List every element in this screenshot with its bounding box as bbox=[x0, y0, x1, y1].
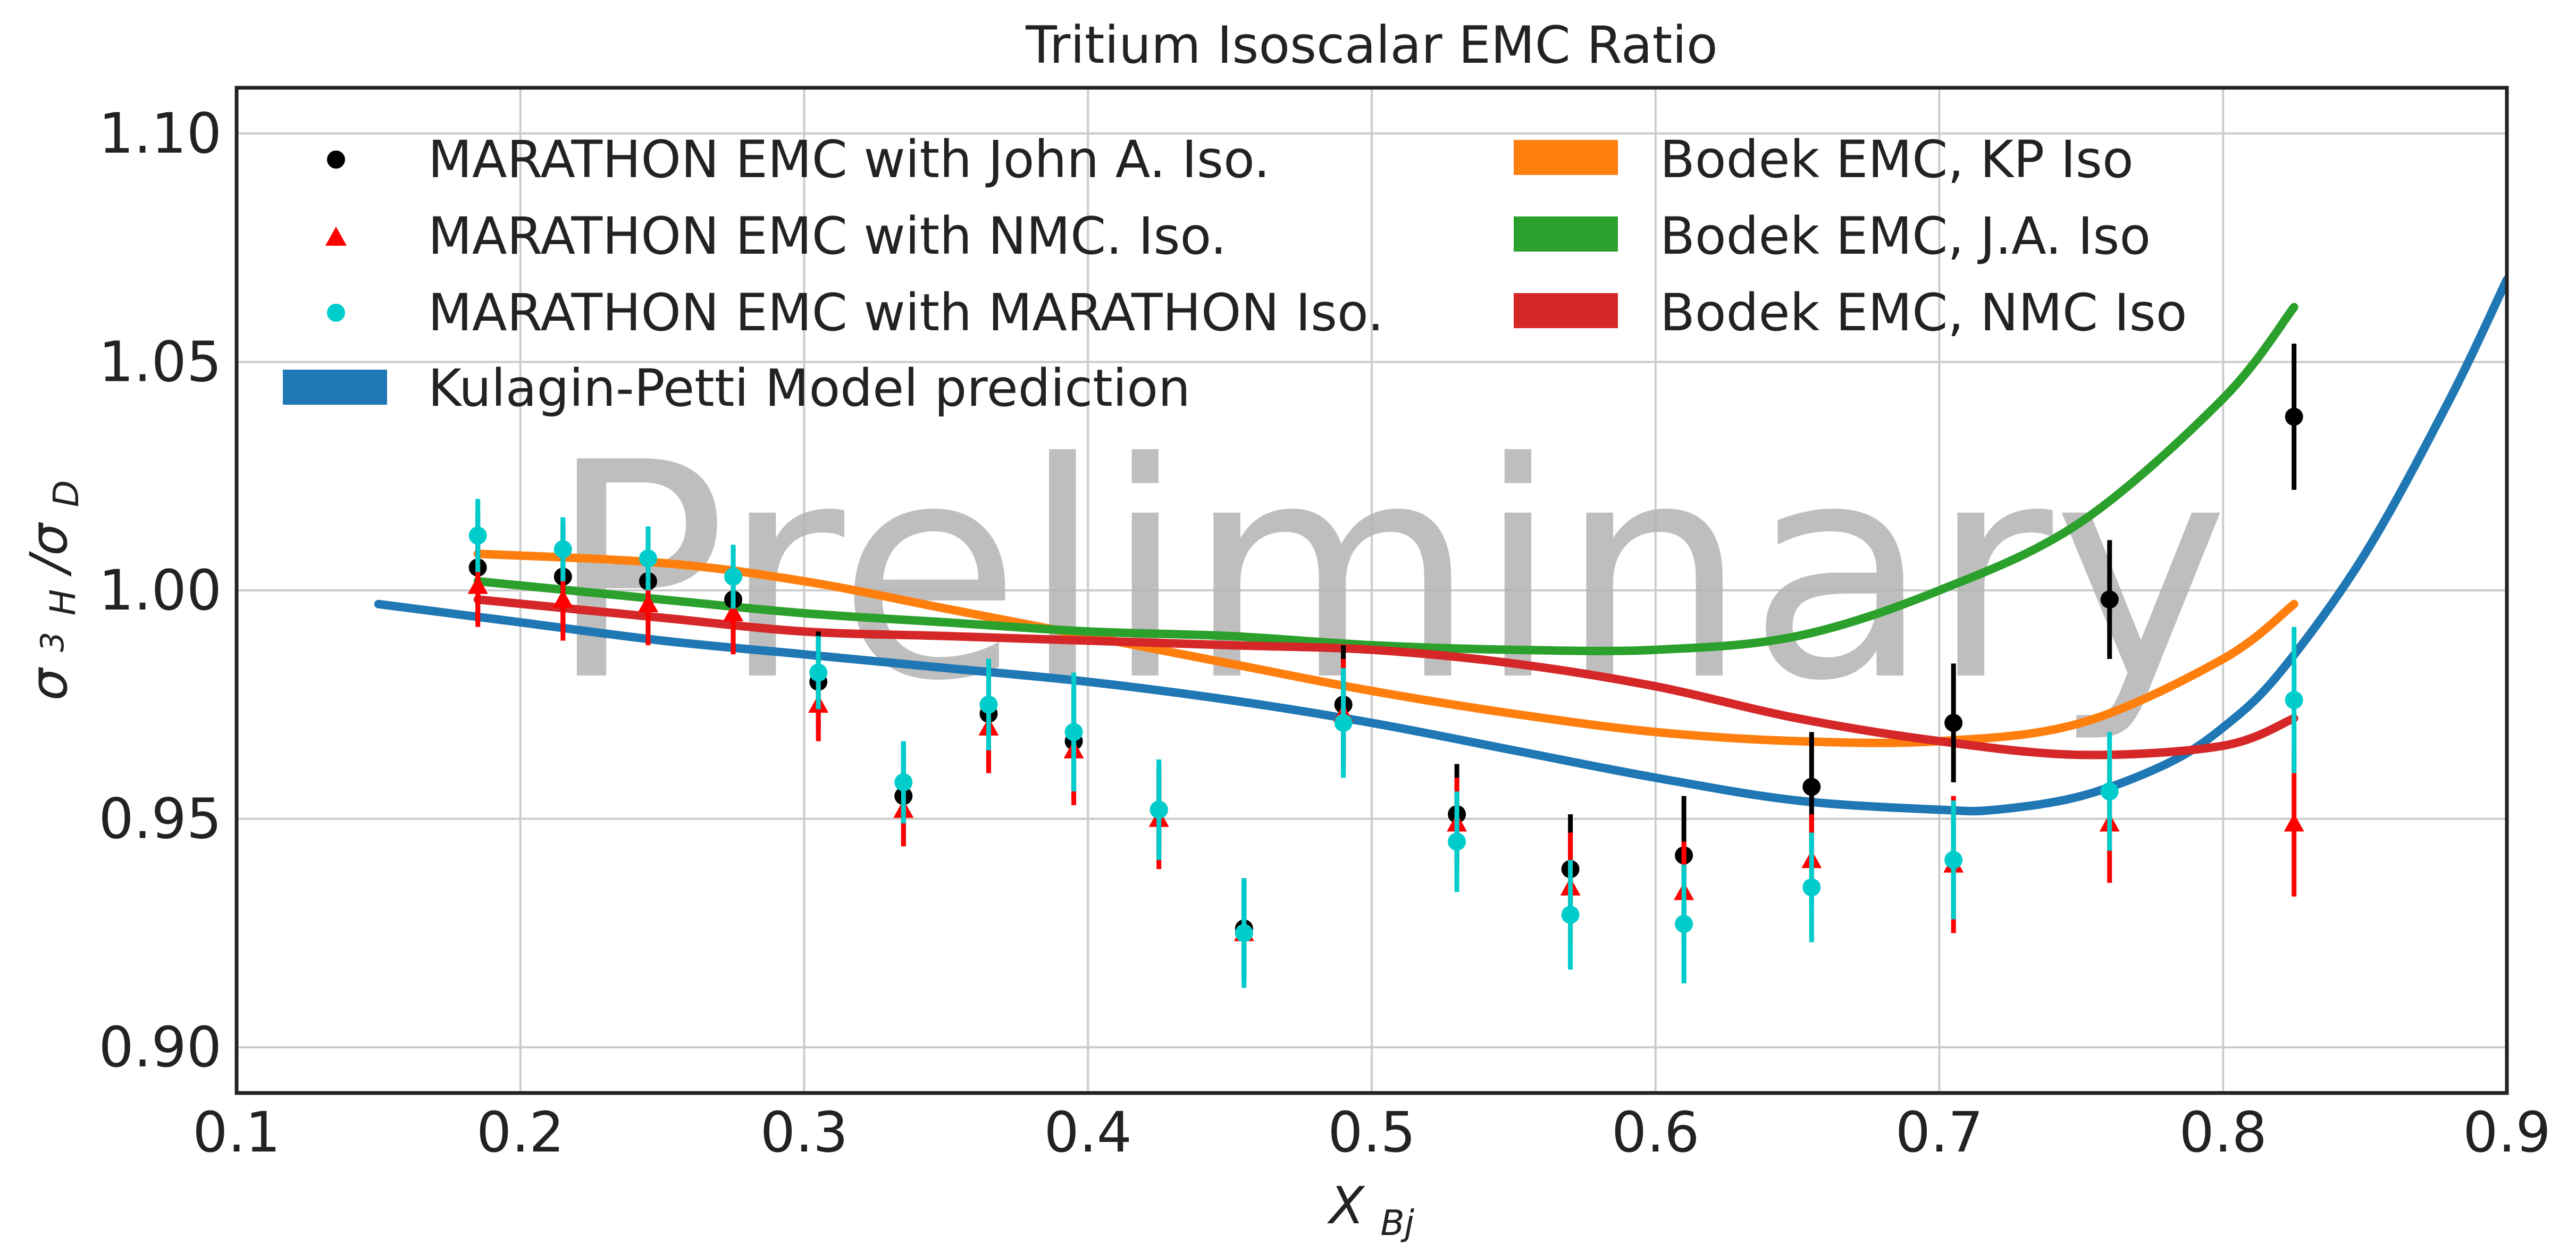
y-axis-title-slash: /σ bbox=[19, 522, 79, 577]
legend-marker-black-circle bbox=[327, 151, 345, 169]
legend-patch-bodek-nmc bbox=[1514, 293, 1618, 328]
data-points bbox=[467, 344, 2304, 988]
x-tick-label: 0.7 bbox=[1895, 1100, 1983, 1165]
data-point-circle bbox=[1944, 850, 1963, 869]
x-axis-title: X Bj bbox=[1327, 1176, 1415, 1244]
x-tick-label: 0.1 bbox=[192, 1100, 280, 1165]
x-tick-label: 0.8 bbox=[2179, 1100, 2267, 1165]
x-tick-label: 0.3 bbox=[760, 1100, 848, 1165]
data-point-circle bbox=[724, 568, 743, 586]
legend-label-marathon-iso: MARATHON EMC with MARATHON Iso. bbox=[428, 283, 1384, 343]
series-marathon-iso bbox=[468, 499, 2303, 988]
kp-model-curve bbox=[374, 275, 2507, 816]
y-tick-label: 1.05 bbox=[98, 329, 222, 394]
data-point-circle bbox=[1675, 915, 1693, 933]
chart-title: Tritium Isoscalar EMC Ratio bbox=[1025, 15, 1718, 75]
x-axis-title-main: X bbox=[1327, 1176, 1365, 1236]
data-point-circle bbox=[1944, 714, 1963, 732]
y-tick-label: 0.90 bbox=[98, 1015, 222, 1080]
y-tick-label: 1.10 bbox=[98, 101, 222, 166]
legend-marker-red-triangle bbox=[325, 227, 347, 246]
legend-label-nmc-iso: MARATHON EMC with NMC. Iso. bbox=[428, 206, 1227, 266]
y-axis-title-sigma: σ bbox=[19, 666, 79, 700]
legend-label-bodek-nmc: Bodek EMC, NMC Iso bbox=[1660, 283, 2187, 343]
x-tick-label: 0.6 bbox=[1612, 1100, 1699, 1165]
x-axis-title-sub: Bj bbox=[1380, 1203, 1414, 1244]
data-point-circle bbox=[2100, 590, 2119, 609]
legend-patch-kp bbox=[283, 370, 387, 405]
data-point-circle bbox=[809, 663, 828, 682]
x-tick-label: 0.9 bbox=[2463, 1100, 2550, 1165]
data-point-circle bbox=[1064, 723, 1083, 741]
data-point-circle bbox=[2285, 691, 2303, 710]
data-point-circle bbox=[1334, 714, 1353, 732]
data-point-triangle bbox=[467, 575, 488, 594]
plot-frame bbox=[234, 86, 2509, 1095]
data-point-circle bbox=[1802, 878, 1821, 897]
bodek-kp-curve bbox=[473, 549, 2298, 747]
data-point-circle bbox=[639, 549, 657, 568]
y-axis-title-sub2: D bbox=[46, 480, 87, 507]
legend-label-bodek-kp: Bodek EMC, KP Iso bbox=[1660, 130, 2134, 189]
legend-label-john-a-iso: MARATHON EMC with John A. Iso. bbox=[428, 130, 1270, 189]
data-point-circle bbox=[1802, 778, 1821, 796]
y-tick-label: 0.95 bbox=[98, 787, 222, 852]
legend-patch-bodek-kp bbox=[1514, 140, 1618, 175]
data-point-circle bbox=[2100, 782, 2119, 800]
legend-label-kp-model: Kulagin-Petti Model prediction bbox=[428, 358, 1190, 418]
data-point-triangle bbox=[552, 589, 573, 608]
data-point-circle bbox=[1235, 924, 1253, 942]
data-point-circle bbox=[1149, 800, 1168, 819]
data-point-circle bbox=[1561, 905, 1580, 924]
y-axis-title-sub1: H bbox=[43, 589, 83, 616]
tick-labels: 0.1 0.2 0.3 0.4 0.5 0.6 0.7 0.8 0.9 0.90 0.95 1.00 1… bbox=[98, 101, 2550, 1165]
data-point-triangle bbox=[2284, 813, 2304, 832]
data-point-circle bbox=[894, 773, 913, 791]
y-axis-title-sup: 3 bbox=[34, 632, 71, 652]
legend-label-bodek-ja: Bodek EMC, J.A. Iso bbox=[1660, 206, 2151, 266]
y-axis-title: σ 3 H /σ D bbox=[16, 480, 87, 701]
data-point-triangle bbox=[637, 594, 658, 612]
data-point-circle bbox=[2285, 407, 2303, 426]
legend-marker-cyan-circle bbox=[327, 304, 345, 322]
x-tick-label: 0.4 bbox=[1044, 1100, 1132, 1165]
data-point-circle bbox=[979, 695, 998, 714]
data-point-circle bbox=[553, 540, 572, 558]
watermark-text: Preliminary bbox=[548, 399, 2229, 746]
x-tick-label: 0.2 bbox=[476, 1100, 564, 1165]
data-point-triangle bbox=[723, 603, 744, 622]
x-tick-label: 0.5 bbox=[1328, 1100, 1415, 1165]
bodek-nmc-curve bbox=[473, 595, 2298, 760]
data-point-circle bbox=[1448, 832, 1466, 851]
y-tick-label: 1.00 bbox=[98, 558, 222, 623]
bodek-ja-curve bbox=[473, 303, 2298, 655]
data-point-circle bbox=[468, 526, 487, 545]
legend: MARATHON EMC with John A. Iso. MARATHON … bbox=[283, 130, 2187, 418]
legend-patch-bodek-ja bbox=[1514, 216, 1618, 252]
model-lines bbox=[374, 275, 2507, 816]
